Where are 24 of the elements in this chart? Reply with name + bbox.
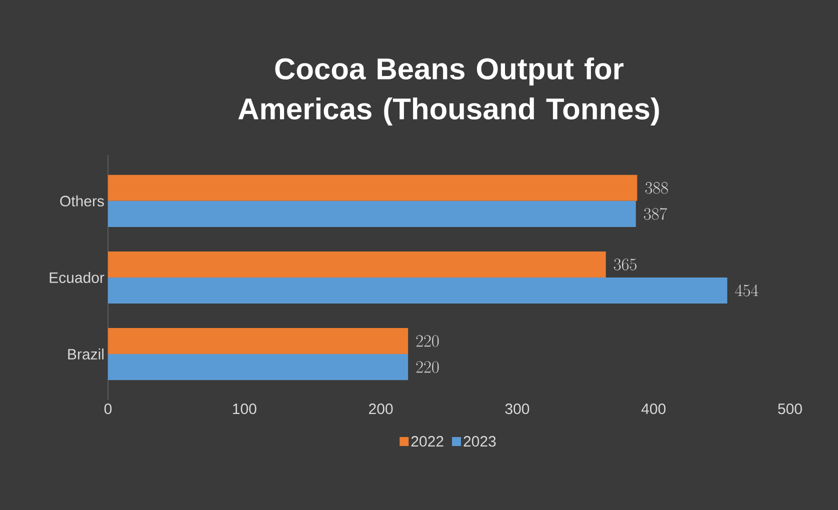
bar bbox=[108, 277, 728, 304]
data-label: 365 bbox=[614, 258, 636, 270]
legend-label: 2022 bbox=[411, 436, 444, 447]
x-tick-label: 0 bbox=[104, 404, 112, 414]
data-label: 388 bbox=[645, 182, 668, 194]
x-tick-label: 200 bbox=[369, 404, 393, 414]
bar bbox=[108, 328, 408, 354]
x-tick-label: 100 bbox=[233, 404, 256, 414]
data-label: 220 bbox=[416, 335, 439, 347]
bar bbox=[108, 354, 408, 380]
chart-title: Cocoa Beans Output for Americas (Thousand Tonnes) bbox=[238, 57, 659, 126]
bar bbox=[108, 200, 636, 227]
bar bbox=[108, 174, 638, 201]
data-label: 220 bbox=[416, 361, 439, 373]
y-tick-label: Others bbox=[60, 195, 104, 206]
y-tick-label: Brazil bbox=[68, 348, 104, 360]
x-tick-label: 500 bbox=[778, 404, 802, 414]
x-tick-label: 300 bbox=[505, 404, 530, 414]
y-tick-label: Ecuador bbox=[50, 272, 104, 283]
data-label: 387 bbox=[644, 208, 668, 220]
legend-label: 2023 bbox=[464, 436, 496, 447]
x-tick-label: 400 bbox=[641, 404, 666, 414]
data-label: 454 bbox=[735, 284, 758, 296]
bar bbox=[108, 251, 606, 278]
